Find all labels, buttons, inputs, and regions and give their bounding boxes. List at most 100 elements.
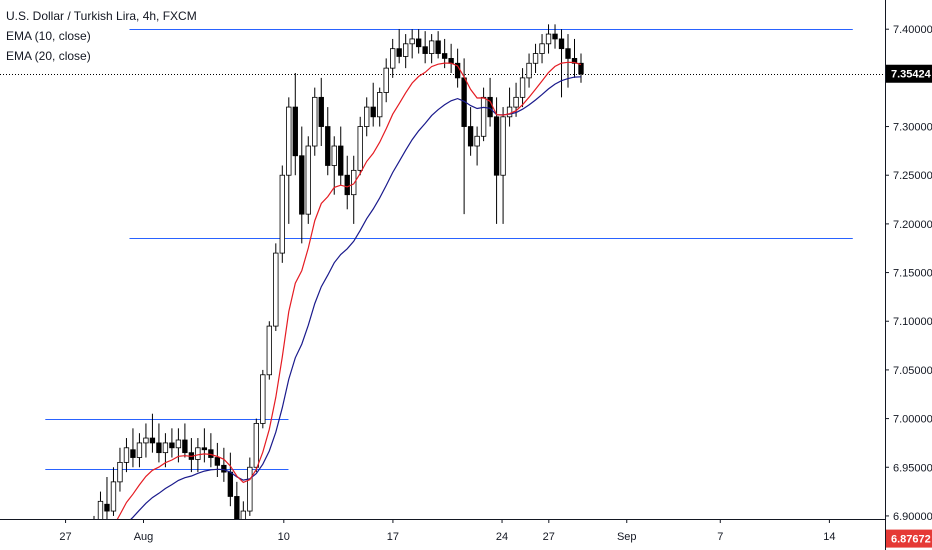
candle-body <box>169 442 175 449</box>
candle-body <box>552 33 558 40</box>
candle-body <box>558 38 565 50</box>
candle-body <box>344 174 350 196</box>
candle-body <box>201 447 208 451</box>
x-tick-label: 27 <box>543 531 555 543</box>
x-tick-label: Sep <box>617 531 637 543</box>
candle-body <box>305 145 311 215</box>
candle-body <box>390 48 396 69</box>
candle-body <box>493 116 500 176</box>
candle-body <box>208 449 214 458</box>
candle-body <box>266 325 272 376</box>
time-axis <box>0 519 885 550</box>
x-tick-label: 14 <box>823 531 835 543</box>
candle-body <box>578 62 584 75</box>
y-tick-label: 7.25000 <box>893 170 932 182</box>
candle-body <box>467 126 474 147</box>
y-tick-label: 7.05000 <box>893 365 932 377</box>
candle-body <box>383 67 389 93</box>
red-level-label-bg <box>886 529 932 548</box>
candle-body <box>506 106 513 118</box>
candle-body <box>325 126 331 166</box>
candle-body <box>253 423 259 468</box>
candle-body <box>448 58 454 64</box>
candle-body <box>422 46 428 54</box>
candle-body <box>156 442 162 454</box>
last-price-label: 7.35424 <box>891 69 932 81</box>
candle-body <box>104 503 110 512</box>
y-tick-label: 7.30000 <box>893 122 932 134</box>
y-tick-label: 7.15000 <box>893 268 932 280</box>
candle-body <box>526 62 532 79</box>
candle-body <box>221 464 227 473</box>
y-tick-label: 6.95000 <box>893 462 932 474</box>
candle-body <box>532 53 539 64</box>
candle-body <box>130 449 136 458</box>
x-tick-label: Aug <box>134 531 154 543</box>
candle-body <box>286 106 292 176</box>
y-tick-label: 6.90000 <box>893 511 932 523</box>
candle-body <box>260 374 266 424</box>
candle-body <box>338 145 344 176</box>
candle-body <box>539 43 545 54</box>
candle-body <box>195 447 201 460</box>
candle-body <box>136 442 143 458</box>
candle-body <box>351 169 357 196</box>
candle-body <box>415 38 422 48</box>
candle-body <box>279 174 285 254</box>
candle-body <box>110 481 117 512</box>
candle-body <box>247 466 253 512</box>
candle-body <box>565 48 571 59</box>
candle-body <box>403 43 409 57</box>
ema10-legend-label: EMA (10, close) <box>6 29 91 43</box>
y-tick-label: 7.10000 <box>893 316 932 328</box>
y-tick-label: 7.00000 <box>893 414 932 426</box>
candle-body <box>312 96 318 147</box>
candle-body <box>571 58 578 64</box>
candle-body <box>474 135 480 147</box>
candle-body <box>149 437 156 444</box>
candle-body <box>182 439 188 454</box>
candle-body <box>292 106 298 157</box>
candle-body <box>227 471 234 497</box>
ema20-line <box>97 76 582 550</box>
candle-body <box>435 40 441 54</box>
candle-body <box>441 53 448 59</box>
x-tick-label: 24 <box>496 531 508 543</box>
candle-body <box>123 447 130 463</box>
candle-body <box>273 252 279 327</box>
candle-body <box>318 96 324 127</box>
candle-body <box>143 437 149 444</box>
chart-legend: U.S. Dollar / Turkish Lira, 4h, FXCM EMA… <box>6 6 197 66</box>
candle-body <box>214 457 221 466</box>
x-tick-label: 7 <box>717 531 723 543</box>
y-tick-label: 7.40000 <box>893 24 932 36</box>
x-tick-label: 17 <box>387 531 399 543</box>
candle-body <box>175 439 182 449</box>
candle-body <box>299 155 305 215</box>
x-tick-label: 10 <box>278 531 290 543</box>
candle-body <box>396 48 402 57</box>
candle-body <box>500 116 506 176</box>
candle-body <box>519 77 526 98</box>
candle-body <box>364 106 370 127</box>
candle-body <box>480 96 487 137</box>
candle-body <box>370 106 376 118</box>
candle-body <box>117 461 123 483</box>
candle-body <box>357 126 363 171</box>
red-level-label: 6.87672 <box>891 534 931 546</box>
candle-body <box>234 496 240 522</box>
last-price-label-bg <box>886 64 932 83</box>
price-axis <box>885 0 932 550</box>
candle-body <box>545 33 552 45</box>
chart-title: U.S. Dollar / Turkish Lira, 4h, FXCM <box>6 9 197 23</box>
candle-body <box>513 96 519 108</box>
y-tick-label: 7.20000 <box>893 219 932 231</box>
ema10-line <box>93 61 582 550</box>
candle-body <box>428 40 435 54</box>
candle-body <box>377 92 383 118</box>
x-tick-label: 27 <box>59 531 71 543</box>
candle-body <box>331 145 337 166</box>
candle-body <box>162 442 169 454</box>
ema20-legend-label: EMA (20, close) <box>6 49 91 63</box>
